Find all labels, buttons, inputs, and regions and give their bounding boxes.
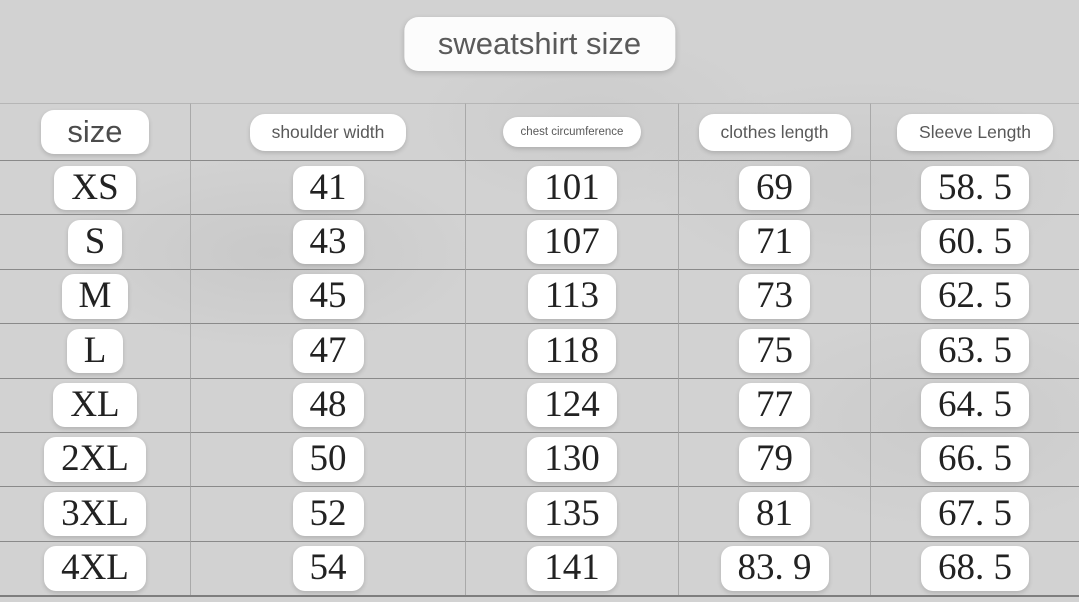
value: 135 xyxy=(527,491,617,537)
value: 107 xyxy=(527,219,617,265)
value: 67. 5 xyxy=(921,491,1029,537)
value-cell: 69 xyxy=(678,160,870,215)
value: 47 xyxy=(292,328,364,374)
value: 45 xyxy=(292,274,364,319)
value: 63. 5 xyxy=(921,328,1029,374)
value: 64. 5 xyxy=(921,383,1029,428)
value: 79 xyxy=(739,437,810,482)
row-label-cell: XL xyxy=(0,377,190,432)
value-cell: 66. 5 xyxy=(870,431,1079,487)
value-cell: 50 xyxy=(190,431,465,487)
row-label: 3XL xyxy=(44,491,146,537)
value-cell: 75 xyxy=(678,323,870,378)
header-sleeve-length-label: Sleeve Length xyxy=(897,113,1053,151)
header-sleeve-length: Sleeve Length xyxy=(870,103,1079,160)
value-cell: 58. 5 xyxy=(870,160,1079,215)
value-cell: 60. 5 xyxy=(870,214,1079,269)
value: 83. 9 xyxy=(720,546,829,591)
value: 75 xyxy=(739,328,810,374)
value: 66. 5 xyxy=(921,437,1029,482)
value: 68. 5 xyxy=(921,546,1029,591)
header-clothes-length-label: clothes length xyxy=(698,113,851,151)
page-title: sweatshirt size xyxy=(403,17,676,71)
value-cell: 67. 5 xyxy=(870,486,1079,541)
header-shoulder-width-label: shoulder width xyxy=(249,113,407,151)
header-shoulder-width: shoulder width xyxy=(190,103,465,160)
value-cell: 63. 5 xyxy=(870,323,1079,378)
value-cell: 52 xyxy=(190,486,465,541)
value-cell: 73 xyxy=(678,268,870,324)
value-cell: 71 xyxy=(678,214,870,269)
value: 41 xyxy=(292,165,364,210)
row-label-cell: 2XL xyxy=(0,431,190,486)
value-cell: 43 xyxy=(190,214,465,269)
row-label-cell: 4XL xyxy=(0,540,190,595)
value-cell: 113 xyxy=(465,268,678,324)
header-clothes-length: clothes length xyxy=(678,103,870,160)
value-cell: 101 xyxy=(465,160,678,215)
row-label-cell: S xyxy=(0,214,190,268)
value-cell: 64. 5 xyxy=(870,377,1079,432)
value-cell: 107 xyxy=(465,214,678,269)
value: 54 xyxy=(292,546,364,591)
header-chest-circumference-label: chest circumference xyxy=(502,117,642,147)
row-label-cell: XS xyxy=(0,160,190,214)
row-label: M xyxy=(61,274,129,319)
row-label: XL xyxy=(53,383,137,428)
value: 50 xyxy=(292,437,364,482)
value: 81 xyxy=(739,491,810,537)
value: 69 xyxy=(739,165,810,210)
row-label-cell: M xyxy=(0,268,190,323)
header-size-label: size xyxy=(41,110,149,154)
value-cell: 81 xyxy=(678,486,870,541)
value-cell: 54 xyxy=(190,540,465,596)
header-chest-circumference: chest circumference xyxy=(465,103,678,160)
row-label: XS xyxy=(54,165,136,210)
value-cell: 141 xyxy=(465,540,678,596)
value-cell: 45 xyxy=(190,268,465,324)
row-label: 2XL xyxy=(44,437,146,482)
row-label: S xyxy=(67,219,123,265)
value-cell: 135 xyxy=(465,486,678,541)
value: 48 xyxy=(292,383,364,428)
value: 60. 5 xyxy=(921,219,1029,265)
row-label-cell: 3XL xyxy=(0,486,190,540)
header-size: size xyxy=(0,103,190,160)
row-label-cell: L xyxy=(0,323,190,377)
value-cell: 79 xyxy=(678,431,870,487)
row-label: L xyxy=(66,328,124,374)
value: 58. 5 xyxy=(921,165,1029,210)
value-cell: 47 xyxy=(190,323,465,378)
value: 43 xyxy=(292,219,364,265)
value: 118 xyxy=(527,328,617,374)
value: 113 xyxy=(527,274,617,319)
value: 124 xyxy=(527,383,617,428)
value-cell: 41 xyxy=(190,160,465,215)
value-cell: 68. 5 xyxy=(870,540,1079,596)
value: 130 xyxy=(527,437,617,482)
value: 77 xyxy=(739,383,810,428)
value-cell: 118 xyxy=(465,323,678,378)
size-chart-table: size shoulder width chest circumference … xyxy=(0,103,1079,597)
value: 62. 5 xyxy=(921,274,1029,319)
value-cell: 48 xyxy=(190,377,465,432)
row-label: 4XL xyxy=(44,546,146,591)
value: 141 xyxy=(527,546,617,591)
value-cell: 124 xyxy=(465,377,678,432)
value-cell: 83. 9 xyxy=(678,540,870,596)
value: 73 xyxy=(739,274,810,319)
value: 101 xyxy=(527,165,617,210)
value: 71 xyxy=(739,219,810,265)
value-cell: 130 xyxy=(465,431,678,487)
value-cell: 62. 5 xyxy=(870,268,1079,324)
value-cell: 77 xyxy=(678,377,870,432)
value: 52 xyxy=(292,491,364,537)
